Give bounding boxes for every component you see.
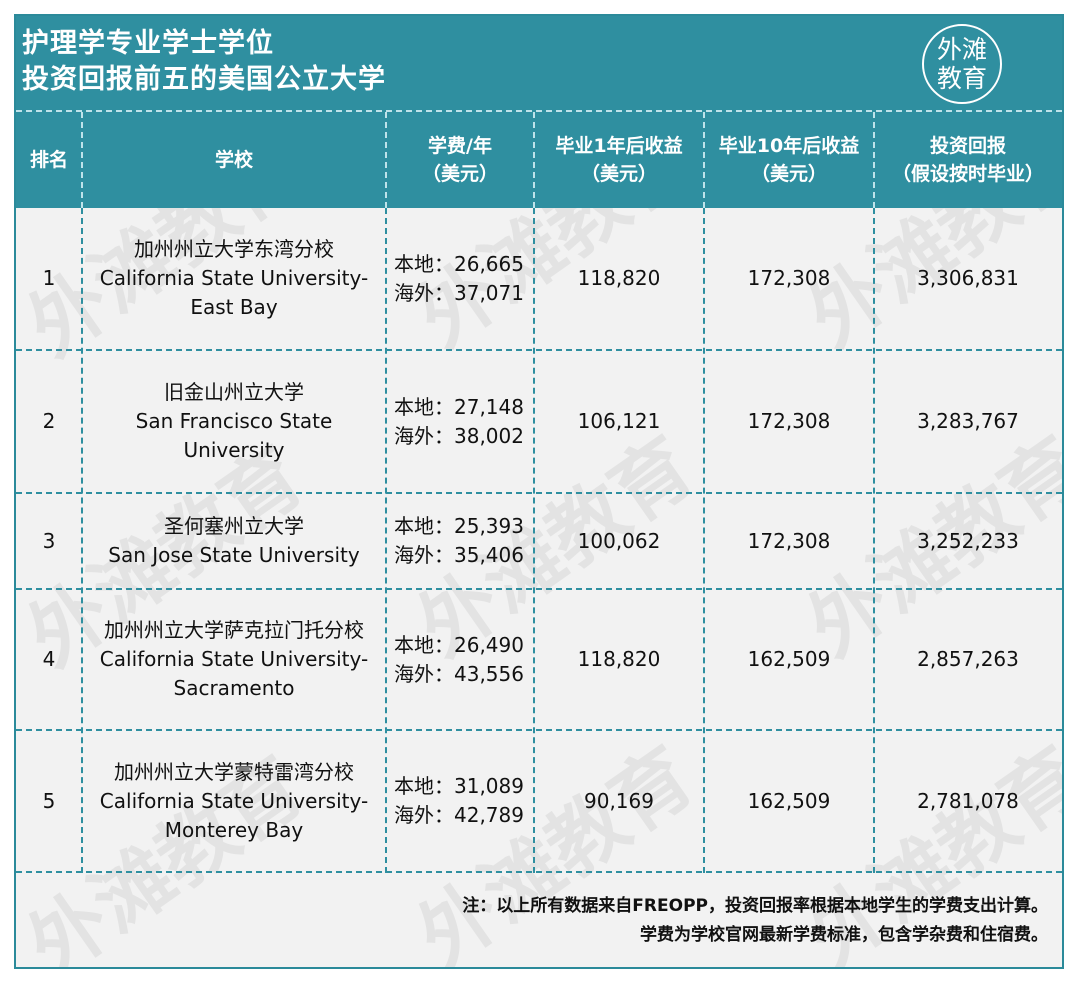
logo-line-1: 外滩 bbox=[936, 35, 987, 64]
header-school-label: 学校 bbox=[214, 149, 253, 171]
header-school: 学校 bbox=[82, 112, 386, 208]
school-name-line: 加州州立大学萨克拉门托分校 bbox=[104, 618, 364, 642]
school-name-line: Monterey Bay bbox=[164, 817, 304, 842]
cell-rank: 3 bbox=[42, 528, 56, 553]
infographic-frame: 外滩教育 外滩教育 外滩教育 外滩教育 外滩教育 外滩教育 外滩教育 外滩教育 … bbox=[14, 14, 1064, 969]
cell-roi: 3,283,767 bbox=[917, 409, 1019, 433]
school-name-line: San Jose State University bbox=[108, 543, 360, 567]
header-earn1-line-1: 毕业1年后收益 bbox=[555, 135, 683, 157]
cell-rank: 1 bbox=[42, 266, 56, 290]
school-name-line: 加州州立大学东湾分校 bbox=[134, 237, 334, 261]
cell-earnings-1yr: 106,121 bbox=[577, 409, 661, 433]
school-name-line: 圣何塞州立大学 bbox=[164, 514, 304, 538]
page-title: 护理学专业学士学位 投资回报前五的美国公立大学 bbox=[22, 26, 386, 98]
cell-earnings-10yr: 172,308 bbox=[747, 528, 831, 553]
cell-earnings-1yr: 118,820 bbox=[577, 647, 661, 671]
cell-earnings-1yr: 90,169 bbox=[584, 788, 654, 813]
school-name-line: California State University- bbox=[99, 266, 369, 290]
cell-tuition: 本地：27,148 海外：38,002 bbox=[386, 351, 534, 492]
table-row: 5 加州州立大学蒙特雷湾分校 California State Universi… bbox=[16, 731, 1062, 873]
tuition-local: 本地：26,665 bbox=[394, 251, 524, 276]
table-row: 3 圣何塞州立大学 San Jose State University 本地：2… bbox=[16, 494, 1062, 590]
tuition-local: 本地：31,089 bbox=[394, 774, 524, 798]
header-earn10-line-2: （美元） bbox=[750, 163, 827, 185]
footnote-line-1: 注：以上所有数据来自FREOPP，投资回报率根据本地学生的学费支出计算。 bbox=[462, 896, 1048, 916]
column-divider bbox=[81, 208, 83, 873]
header-earn1-line-2: （美元） bbox=[580, 163, 657, 185]
column-divider bbox=[385, 208, 387, 873]
cell-rank: 2 bbox=[42, 409, 56, 433]
cell-roi: 3,306,831 bbox=[917, 266, 1019, 290]
cell-tuition: 本地：25,393 海外：35,406 bbox=[386, 494, 534, 588]
table-row: 1 加州州立大学东湾分校 California State University… bbox=[16, 208, 1062, 351]
cell-rank: 4 bbox=[42, 647, 56, 671]
cell-earnings-10yr: 172,308 bbox=[747, 409, 831, 433]
title-banner: 护理学专业学士学位 投资回报前五的美国公立大学 外滩 教育 bbox=[16, 16, 1062, 110]
header-rank: 排名 bbox=[16, 112, 82, 208]
cell-roi: 2,781,078 bbox=[917, 788, 1019, 813]
header-earn10-line-1: 毕业10年后收益 bbox=[718, 135, 860, 157]
cell-earnings-10yr: 162,509 bbox=[747, 788, 831, 813]
table-row: 4 加州州立大学萨克拉门托分校 California State Univers… bbox=[16, 590, 1062, 731]
school-name-line: East Bay bbox=[190, 295, 278, 319]
column-divider bbox=[533, 208, 535, 873]
cell-earnings-1yr: 118,820 bbox=[577, 266, 661, 290]
header-tuition-line-2: （美元） bbox=[421, 163, 498, 185]
tuition-international: 海外：38,002 bbox=[394, 423, 524, 448]
header-earnings-1yr: 毕业1年后收益 （美元） bbox=[534, 112, 704, 208]
school-name-line: 加州州立大学蒙特雷湾分校 bbox=[114, 759, 354, 784]
title-line-1: 护理学专业学士学位 bbox=[22, 28, 274, 59]
footnote: 注：以上所有数据来自FREOPP，投资回报率根据本地学生的学费支出计算。 学费为… bbox=[462, 892, 1048, 950]
tuition-international: 海外：35,406 bbox=[394, 543, 524, 567]
tuition-local: 本地：25,393 bbox=[394, 514, 524, 538]
header-divider bbox=[81, 112, 83, 208]
school-name-line: Sacramento bbox=[173, 676, 295, 700]
cell-earnings-10yr: 172,308 bbox=[747, 266, 831, 290]
footnote-line-2: 学费为学校官网最新学费标准，包含学杂费和住宿费。 bbox=[640, 925, 1048, 945]
cell-tuition: 本地：26,490 海外：43,556 bbox=[386, 590, 534, 729]
tuition-international: 海外：42,789 bbox=[394, 803, 524, 827]
cell-roi: 2,857,263 bbox=[917, 647, 1019, 671]
school-name-line: University bbox=[183, 438, 285, 462]
cell-school: 加州州立大学东湾分校 California State University- … bbox=[82, 208, 386, 349]
header-tuition: 学费/年 （美元） bbox=[386, 112, 534, 208]
logo-line-2: 教育 bbox=[936, 64, 987, 93]
header-tuition-line-1: 学费/年 bbox=[428, 135, 492, 157]
header-divider bbox=[385, 112, 387, 208]
header-roi: 投资回报 （假设按时毕业） bbox=[874, 112, 1062, 208]
cell-school: 加州州立大学萨克拉门托分校 California State Universit… bbox=[82, 590, 386, 729]
title-line-2: 投资回报前五的美国公立大学 bbox=[22, 64, 386, 95]
cell-school: 旧金山州立大学 San Francisco State University bbox=[82, 351, 386, 492]
header-divider bbox=[703, 112, 705, 208]
tuition-international: 海外：43,556 bbox=[394, 661, 524, 686]
header-roi-line-2: （假设按时毕业） bbox=[891, 163, 1044, 185]
cell-tuition: 本地：26,665 海外：37,071 bbox=[386, 208, 534, 349]
header-divider bbox=[873, 112, 875, 208]
tuition-local: 本地：26,490 bbox=[394, 632, 524, 657]
cell-earnings-10yr: 162,509 bbox=[747, 647, 831, 671]
brand-logo: 外滩 教育 bbox=[922, 24, 1002, 104]
tuition-international: 海外：37,071 bbox=[394, 280, 524, 305]
school-name-line: California State University- bbox=[99, 647, 369, 671]
cell-school: 圣何塞州立大学 San Jose State University bbox=[82, 494, 386, 588]
header-roi-line-1: 投资回报 bbox=[929, 135, 1006, 157]
tuition-local: 本地：27,148 bbox=[394, 394, 524, 419]
cell-tuition: 本地：31,089 海外：42,789 bbox=[386, 731, 534, 871]
cell-school: 加州州立大学蒙特雷湾分校 California State University… bbox=[82, 731, 386, 871]
table-header: 排名 学校 学费/年 （美元） 毕业1年后收益 （美元） 毕业10年后收益 （美… bbox=[16, 110, 1062, 208]
school-name-line: 旧金山州立大学 bbox=[164, 380, 304, 404]
cell-earnings-1yr: 100,062 bbox=[577, 528, 661, 553]
header-rank-label: 排名 bbox=[29, 149, 68, 171]
column-divider bbox=[873, 208, 875, 873]
school-name-line: San Francisco State bbox=[135, 409, 333, 433]
cell-rank: 5 bbox=[42, 788, 56, 813]
school-name-line: California State University- bbox=[99, 788, 369, 813]
header-earnings-10yr: 毕业10年后收益 （美元） bbox=[704, 112, 874, 208]
header-divider bbox=[533, 112, 535, 208]
column-divider bbox=[703, 208, 705, 873]
cell-roi: 3,252,233 bbox=[917, 528, 1019, 553]
table-row: 2 旧金山州立大学 San Francisco State University… bbox=[16, 351, 1062, 494]
